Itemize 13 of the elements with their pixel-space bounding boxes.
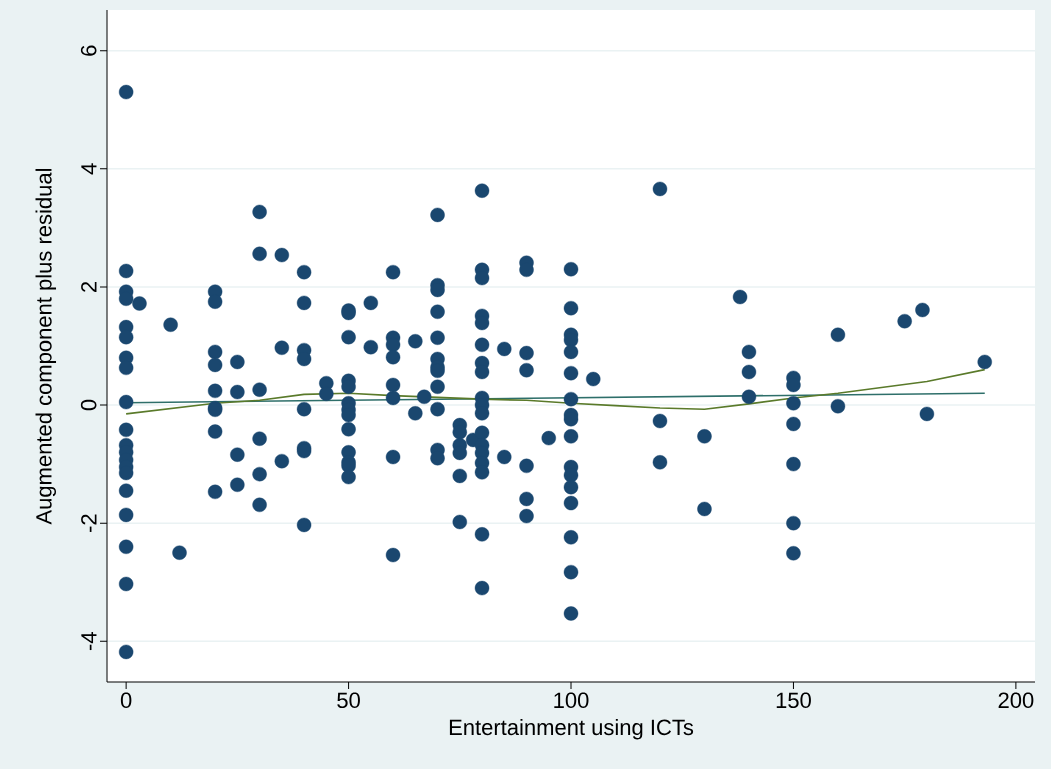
y-axis-title: Augmented component plus residual (35, 168, 57, 525)
y-tick-label: 2 (81, 281, 97, 292)
x-tick-label: 200 (998, 692, 1034, 709)
y-tick-label: 6 (80, 45, 97, 56)
x-tick-label: 50 (337, 692, 360, 709)
x-axis-title: Entertainment using ICTs (449, 718, 694, 740)
y-tick-label: -4 (81, 632, 97, 651)
y-tick-label: 0 (80, 399, 97, 411)
x-tick-label: 100 (554, 692, 589, 709)
y-tick-label: 4 (81, 163, 97, 175)
x-tick-label: 150 (776, 692, 811, 709)
x-tick-label: 0 (120, 692, 132, 709)
y-tick-label: -2 (81, 514, 97, 532)
